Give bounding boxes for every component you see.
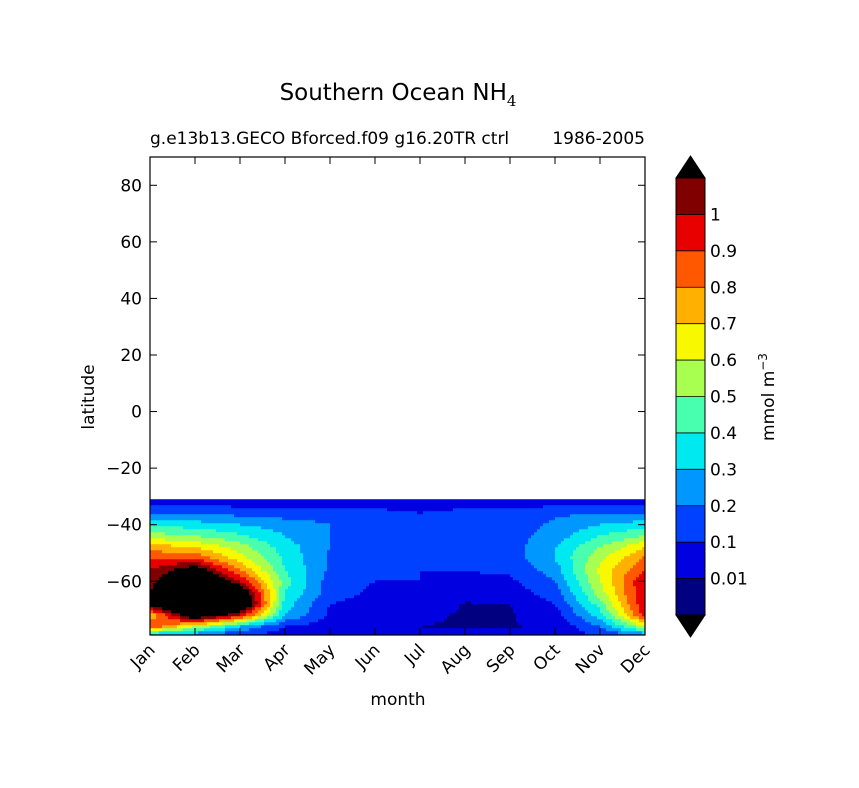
- x-axis-label: month: [370, 690, 425, 710]
- x-tick-label: Oct: [530, 640, 565, 675]
- x-tick-label: Mar: [213, 640, 250, 677]
- colorbar-swatch: [676, 360, 705, 397]
- chart-title: Southern Ocean NH4: [280, 80, 517, 110]
- x-tick-label: Jun: [351, 640, 385, 674]
- colorbar-swatch: [676, 214, 705, 252]
- plot-area: 80 60 40 20 0 −20 −40 −60 Jan Feb Mar Apr May Jun Jul…: [106, 156, 655, 679]
- x-tick-label: May: [301, 640, 340, 679]
- colorbar-swatch: [676, 396, 705, 434]
- y-tick-label: −40: [106, 516, 142, 536]
- colorbar-swatch: [676, 432, 705, 470]
- colorbar-tick-label: 0.01: [710, 570, 748, 590]
- y-tick-label: −20: [106, 459, 142, 479]
- colorbar-swatch: [676, 287, 705, 324]
- x-tick-label: Dec: [617, 640, 654, 677]
- y-tick-label: 60: [120, 233, 142, 253]
- colorbar-tick-label: 0.9: [710, 242, 737, 262]
- colorbar-swatch: [676, 469, 705, 507]
- colorbar-swatch: [676, 250, 705, 288]
- colorbar: 0.01 0.1 0.2 0.3 0.4 0.5 0.6 0.7 0.8 0.9 1: [675, 155, 748, 638]
- colorbar-tick-label: 0.1: [710, 533, 737, 553]
- colorbar-tick-label: 0.8: [710, 278, 737, 298]
- colorbar-swatch: [676, 578, 705, 616]
- colorbar-extend-min: [675, 614, 706, 638]
- colorbar-tick-label: 0.3: [710, 460, 737, 480]
- chart-subtitle-right: 1986-2005: [552, 129, 645, 149]
- colorbar-swatch: [676, 542, 705, 579]
- y-axis-label: latitude: [79, 364, 99, 429]
- colorbar-tick-label: 0.2: [710, 497, 737, 517]
- y-tick-label: 0: [131, 403, 142, 423]
- x-tick-label: Aug: [437, 640, 475, 678]
- plot-frame: [149, 156, 646, 636]
- colorbar-swatch: [676, 178, 705, 215]
- colorbar-swatch: [676, 505, 705, 543]
- colorbar-tick-label: 0.5: [710, 388, 737, 408]
- x-tick-label: Jul: [400, 640, 429, 669]
- y-tick-label: 40: [120, 289, 142, 309]
- x-tick-label: Jan: [126, 640, 159, 673]
- colorbar-tick-label: 0.4: [710, 424, 737, 444]
- chart-subtitle-left: g.e13b13.GECO Bforced.f09 g16.20TR ctrl: [150, 129, 509, 149]
- x-tick-label: Apr: [260, 640, 295, 675]
- colorbar-tick-label: 1: [710, 205, 721, 225]
- colorbar-tick-label: 0.6: [710, 351, 737, 371]
- colorbar-tick-label: 0.7: [710, 315, 737, 335]
- y-tick-label: 20: [120, 346, 142, 366]
- colorbar-label: mmol m−3: [756, 353, 779, 441]
- x-tick-label: Sep: [483, 640, 520, 677]
- x-tick-label: Feb: [169, 640, 204, 675]
- contour-field: [150, 499, 645, 635]
- y-tick-label: 80: [120, 176, 142, 196]
- y-tick-label: −60: [106, 572, 142, 592]
- y-axis: 80 60 40 20 0 −20 −40 −60: [106, 176, 645, 592]
- colorbar-swatch: [676, 323, 705, 361]
- colorbar-extend-max: [675, 155, 706, 179]
- x-tick-label: Nov: [572, 640, 610, 678]
